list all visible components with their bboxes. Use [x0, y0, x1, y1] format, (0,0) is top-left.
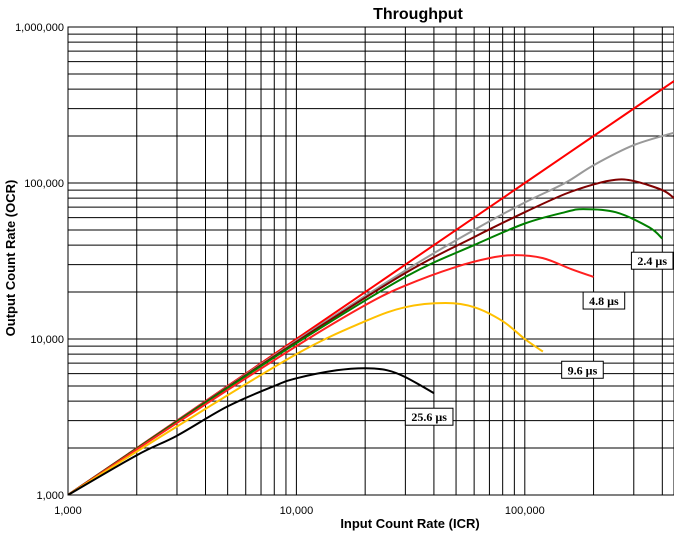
y-tick-label: 10,000 [30, 334, 64, 346]
x-tick-label: 100,000 [505, 505, 545, 517]
y-axis-title: Output Count Rate (OCR) [3, 180, 18, 337]
curve-label: 9.6 µs [561, 360, 604, 379]
y-tick-labels: 1,000 10,000 100,000 1,000,000 [15, 22, 64, 502]
grid-lines [67, 26, 674, 496]
y-tick-label: 100,000 [24, 178, 64, 190]
annotation-layer: 2.4 µs 4.8 µs 9.6 µs 25.6 µs [404, 251, 674, 426]
curve-label-text: 9.6 µs [568, 363, 598, 377]
series-line-5 [68, 254, 594, 495]
curve-label-box [630, 251, 674, 270]
y-tick-label: 1,000 [36, 490, 64, 502]
x-axis-title: Input Count Rate (ICR) [340, 516, 479, 531]
curve-label-box [582, 291, 626, 310]
curve-label-text: 4.8 µs [589, 294, 619, 308]
x-tick-label: 10,000 [280, 505, 314, 517]
curve-label-text: 2.4 µs [637, 254, 667, 268]
curve-label-box [561, 360, 604, 379]
series-line-4 [68, 208, 663, 495]
plot-area-frame [67, 26, 674, 496]
curve-label-text: 25.6 µs [411, 410, 447, 424]
y-tick-label: 1,000,000 [15, 22, 64, 34]
curve-label-box [404, 407, 454, 426]
x-tick-labels: 1,000 10,000 100,000 [54, 505, 544, 517]
series-line-6 [68, 301, 544, 495]
series-layer [68, 80, 674, 495]
x-tick-label: 1,000 [54, 505, 82, 517]
curve-label: 2.4 µs [630, 251, 674, 270]
chart-title: Throughput [373, 6, 463, 23]
series-line-7 [68, 367, 435, 495]
curve-label: 25.6 µs [404, 407, 454, 426]
curve-label: 4.8 µs [582, 291, 626, 310]
